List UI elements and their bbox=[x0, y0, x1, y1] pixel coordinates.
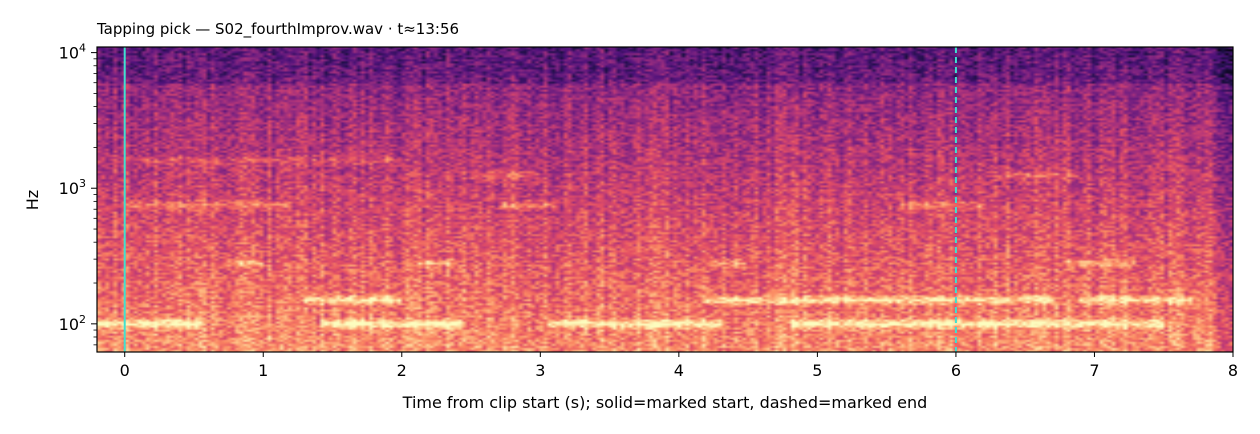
x-tick-label: 7 bbox=[1089, 361, 1099, 380]
marker-lines bbox=[123, 47, 957, 352]
plot-frame bbox=[96, 46, 1234, 353]
spectrogram-image bbox=[97, 47, 1233, 352]
chart-title: Tapping pick — S02_fourthImprov.wav · t≈… bbox=[96, 20, 459, 39]
plot-area bbox=[97, 47, 1233, 352]
x-axis-label: Time from clip start (s); solid=marked s… bbox=[402, 393, 928, 412]
x-tick-label: 4 bbox=[674, 361, 684, 380]
x-tick-label: 0 bbox=[120, 361, 130, 380]
y-tick-label: 103 bbox=[59, 177, 86, 198]
x-tick-label: 3 bbox=[535, 361, 545, 380]
x-tick-label: 5 bbox=[812, 361, 822, 380]
x-tick-label: 2 bbox=[397, 361, 407, 380]
x-tick-label: 1 bbox=[258, 361, 268, 380]
x-tick-label: 8 bbox=[1228, 361, 1238, 380]
x-axis: 0 1 2 3 4 5 6 7 8 bbox=[120, 352, 1238, 380]
y-tick-label: 104 bbox=[59, 42, 86, 63]
y-tick-label: 102 bbox=[59, 313, 86, 334]
y-axis-label: Hz bbox=[23, 190, 42, 210]
y-axis: 102 103 104 bbox=[59, 42, 97, 346]
x-tick-label: 6 bbox=[951, 361, 961, 380]
